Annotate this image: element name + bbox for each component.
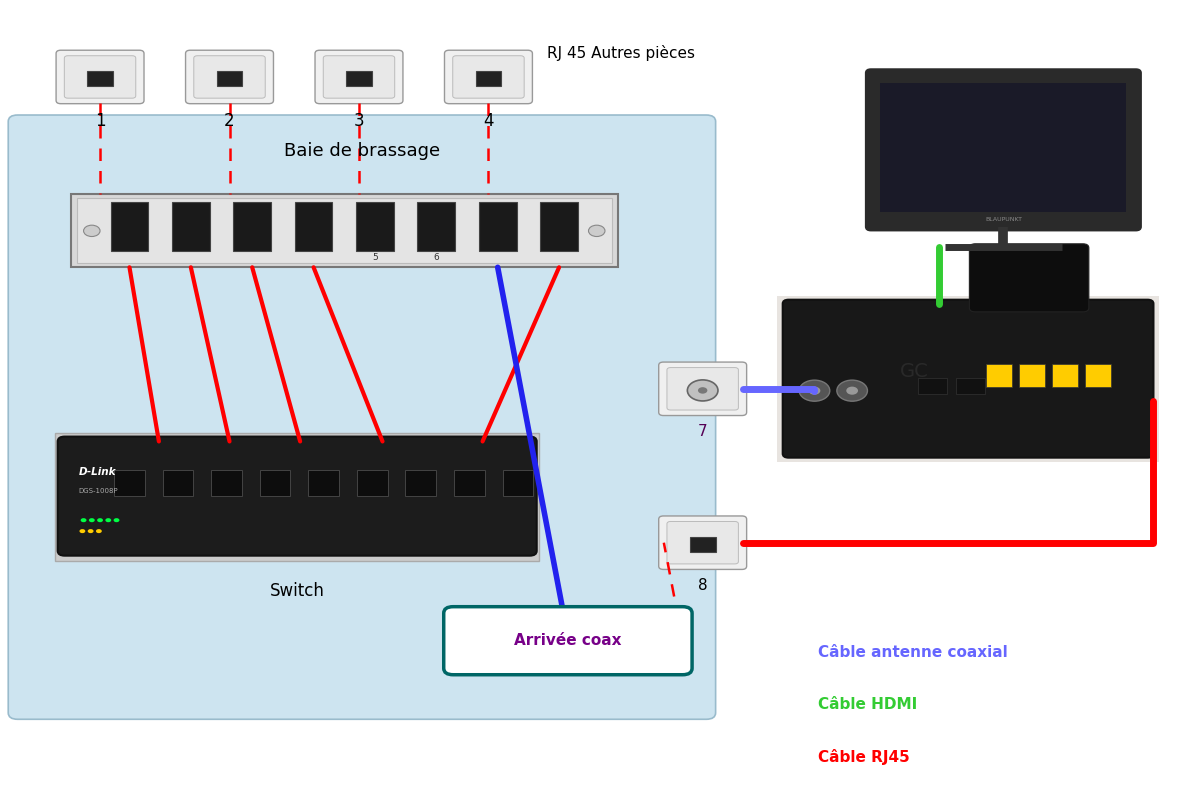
Bar [1052, 364, 1078, 387]
FancyBboxPatch shape [58, 437, 537, 556]
Circle shape [698, 387, 707, 394]
Circle shape [80, 518, 87, 522]
Bar [986, 364, 1012, 387]
Text: DGS-1008P: DGS-1008P [79, 488, 119, 493]
FancyBboxPatch shape [444, 607, 692, 675]
Text: Switch: Switch [270, 582, 325, 599]
Circle shape [80, 529, 86, 533]
FancyBboxPatch shape [659, 362, 746, 416]
Text: 1: 1 [94, 112, 106, 130]
Text: Arrivée coax: Arrivée coax [514, 633, 621, 648]
Bar [77, 198, 612, 263]
Bar [357, 470, 387, 496]
Text: D-Link: D-Link [79, 467, 117, 477]
FancyBboxPatch shape [445, 50, 532, 104]
Circle shape [97, 518, 104, 522]
FancyBboxPatch shape [659, 516, 746, 569]
Circle shape [84, 225, 100, 237]
Text: 2: 2 [224, 112, 235, 130]
Text: 3: 3 [353, 112, 365, 130]
FancyBboxPatch shape [186, 50, 273, 104]
Bar [479, 202, 517, 251]
Text: Baie de brassage: Baie de brassage [284, 142, 440, 160]
Bar [260, 470, 291, 496]
Bar [308, 470, 339, 496]
Bar [294, 202, 332, 251]
Circle shape [588, 225, 605, 237]
Bar [476, 71, 501, 87]
Circle shape [846, 386, 858, 394]
FancyBboxPatch shape [866, 70, 1141, 230]
Bar [540, 202, 578, 251]
FancyBboxPatch shape [324, 56, 394, 98]
Circle shape [809, 386, 820, 394]
Bar [212, 470, 242, 496]
FancyBboxPatch shape [56, 50, 144, 104]
Bar [87, 71, 113, 87]
Bar [111, 202, 148, 251]
Bar [114, 470, 145, 496]
Circle shape [106, 518, 112, 522]
Text: RJ 45 Autres pièces: RJ 45 Autres pièces [547, 45, 696, 61]
Circle shape [837, 380, 867, 401]
Bar [346, 71, 372, 87]
Text: Câble antenne coaxial: Câble antenne coaxial [818, 645, 1008, 659]
Bar [217, 71, 242, 87]
Bar [172, 202, 210, 251]
Bar [880, 83, 1126, 212]
Text: Câble HDMI: Câble HDMI [818, 697, 917, 712]
Bar [233, 202, 271, 251]
Text: BLAUPUNKT: BLAUPUNKT [985, 217, 1022, 222]
Text: Câble RJ45: Câble RJ45 [818, 749, 910, 765]
FancyBboxPatch shape [667, 368, 738, 410]
Text: 4: 4 [484, 112, 493, 130]
Bar [71, 194, 618, 267]
Text: GC: GC [900, 362, 929, 381]
FancyBboxPatch shape [783, 300, 1153, 458]
Bar [454, 470, 485, 496]
Circle shape [89, 518, 94, 522]
FancyBboxPatch shape [315, 50, 403, 104]
Circle shape [799, 380, 830, 401]
Text: 8: 8 [698, 578, 707, 593]
Bar [1019, 364, 1045, 387]
Text: 7: 7 [698, 424, 707, 439]
Circle shape [687, 380, 718, 401]
Text: 6: 6 [433, 254, 439, 262]
FancyBboxPatch shape [667, 522, 738, 564]
Circle shape [97, 529, 102, 533]
Bar [918, 378, 947, 394]
Bar [956, 378, 985, 394]
Bar [418, 202, 455, 251]
Circle shape [88, 529, 94, 533]
FancyBboxPatch shape [8, 115, 716, 719]
Bar [357, 202, 394, 251]
FancyBboxPatch shape [65, 56, 135, 98]
Bar [162, 470, 193, 496]
FancyBboxPatch shape [970, 244, 1089, 312]
Bar [55, 433, 539, 561]
Bar [690, 537, 716, 552]
Bar [405, 470, 435, 496]
Bar [1085, 364, 1111, 387]
FancyBboxPatch shape [194, 56, 265, 98]
Circle shape [114, 518, 120, 522]
Text: 5: 5 [372, 254, 378, 262]
FancyBboxPatch shape [453, 56, 524, 98]
Bar [777, 296, 1159, 462]
Bar [503, 470, 533, 496]
